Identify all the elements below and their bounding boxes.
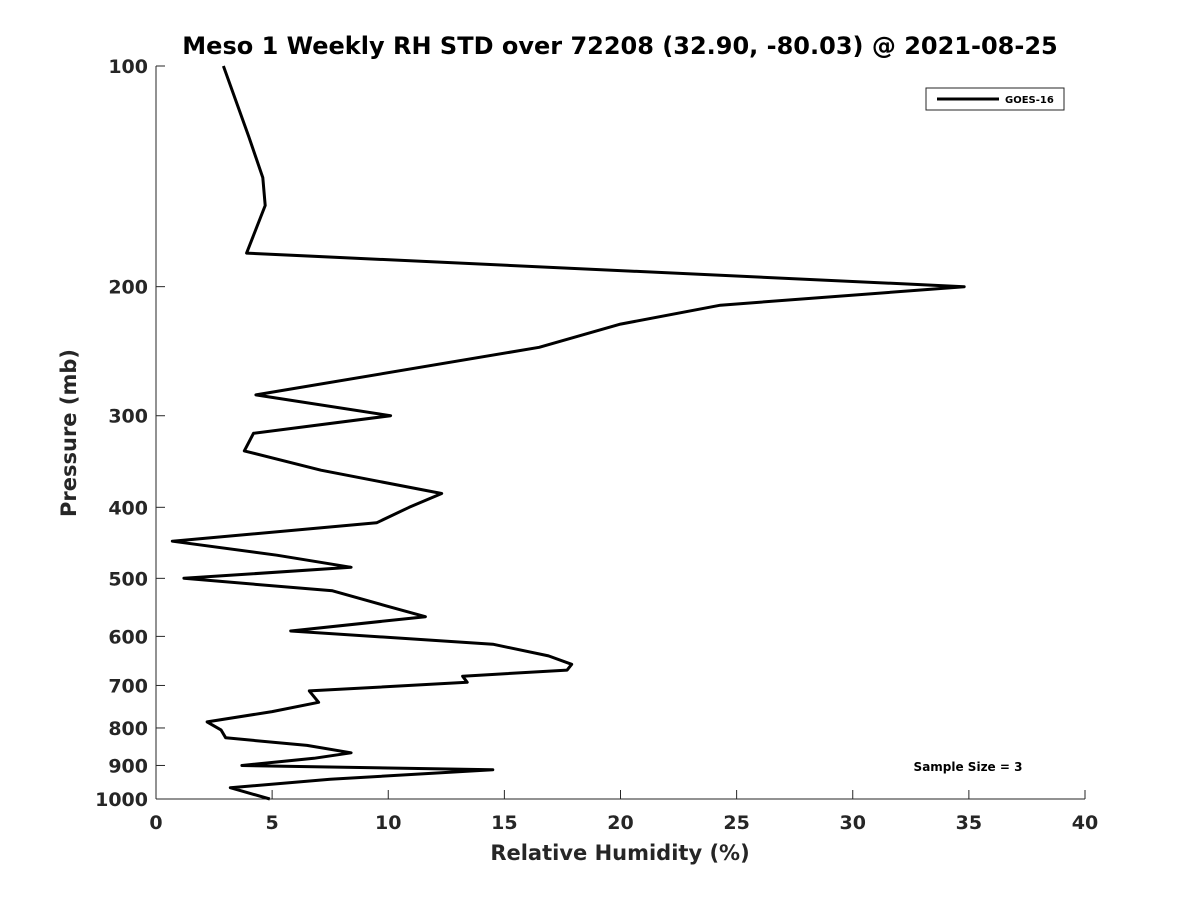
y-tick-label: 400 xyxy=(108,497,148,519)
x-tick-label: 15 xyxy=(491,812,517,834)
x-tick-label: 0 xyxy=(149,812,162,834)
x-tick-label: 20 xyxy=(607,812,633,834)
series-group xyxy=(170,65,966,801)
y-tick-label: 900 xyxy=(108,755,148,777)
y-tick-label: 600 xyxy=(108,626,148,648)
legend-entry: GOES-16 xyxy=(1005,95,1054,106)
x-tick-label: 40 xyxy=(1072,812,1098,834)
axes: 0 5 10 15 20 25 30 35 40 100 200 300 400 500 600 700 800… xyxy=(95,56,1098,834)
x-axis-label: Relative Humidity (%) xyxy=(490,841,749,865)
x-tick-label: 10 xyxy=(375,812,401,834)
x-tick-label: 30 xyxy=(840,812,866,834)
chart-title: Meso 1 Weekly RH STD over 72208 (32.90, … xyxy=(182,32,1057,60)
y-tick-label: 500 xyxy=(108,568,148,590)
x-tick-label: 25 xyxy=(723,812,749,834)
sample-size-annotation: Sample Size = 3 xyxy=(914,760,1023,774)
legend: GOES-16 xyxy=(925,87,1065,111)
series-line-goes-16 xyxy=(170,65,966,801)
y-tick-label: 300 xyxy=(108,406,148,428)
y-tick-label: 700 xyxy=(108,675,148,697)
y-axis-label: Pressure (mb) xyxy=(57,349,81,517)
y-tick-label: 1000 xyxy=(95,789,148,811)
y-tick-label: 200 xyxy=(108,277,148,299)
y-tick-label: 800 xyxy=(108,718,148,740)
x-tick-label: 35 xyxy=(956,812,982,834)
x-tick-label: 5 xyxy=(266,812,279,834)
y-tick-label: 100 xyxy=(108,56,148,78)
